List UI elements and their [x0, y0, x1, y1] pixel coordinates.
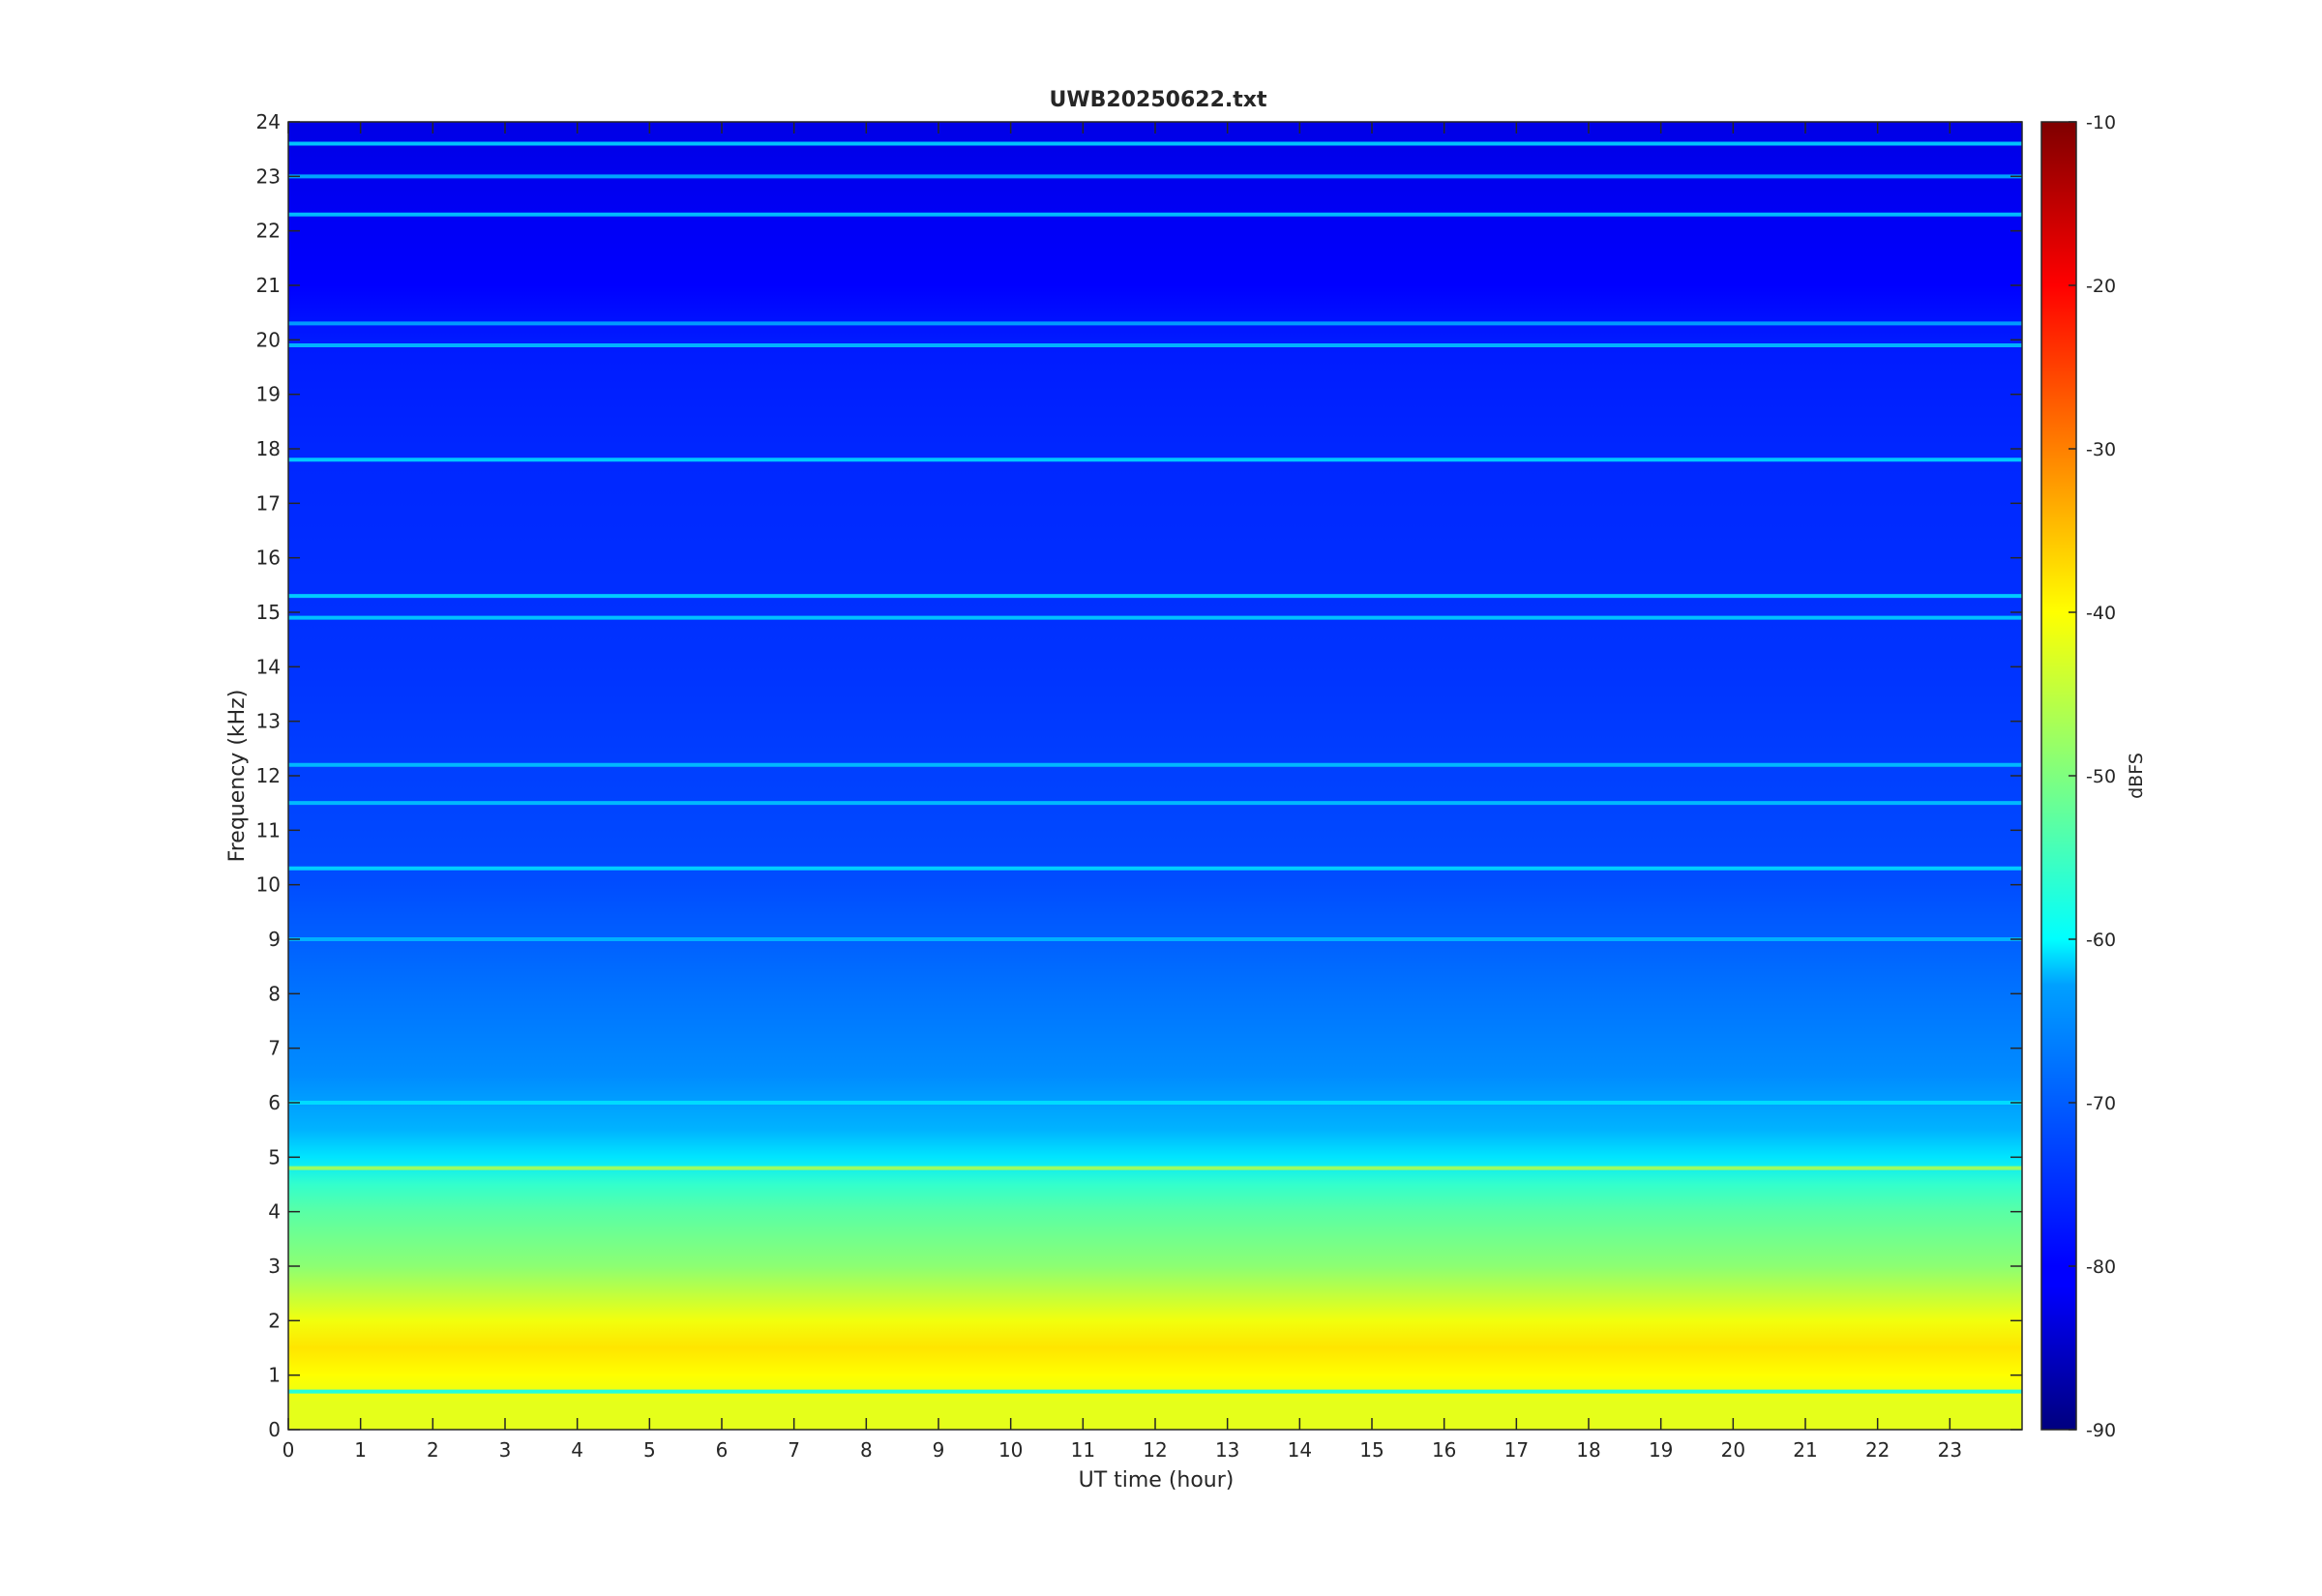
y-tick-label: 22: [256, 220, 281, 243]
x-tick-label: 22: [1865, 1438, 1890, 1462]
y-tick-label: 0: [268, 1418, 281, 1441]
x-tick-label: 9: [933, 1438, 945, 1462]
x-tick-label: 11: [1071, 1438, 1095, 1462]
spectrogram-background: [288, 122, 2022, 1430]
x-tick-label: 5: [643, 1438, 656, 1462]
y-tick-label: 9: [268, 928, 281, 951]
colorbar: -10 -20 -30 -40 -50 -60 -70 -80 -90 dBFS: [2040, 112, 2147, 1441]
y-tick-label: 4: [268, 1200, 281, 1224]
spectral-lines: [288, 141, 2022, 1394]
y-tick-label: 11: [256, 818, 281, 842]
y-tick-label: 18: [256, 437, 281, 460]
x-tick-label: 10: [998, 1438, 1023, 1462]
y-tick-label: 19: [256, 383, 281, 406]
y-tick-label: 16: [256, 547, 281, 570]
x-tick-label: 15: [1359, 1438, 1384, 1462]
y-tick-label: 14: [256, 655, 281, 678]
y-tick-label: 24: [256, 110, 281, 133]
y-tick-label: 3: [268, 1255, 281, 1278]
x-tick-label: 13: [1215, 1438, 1239, 1462]
x-tick-label: 16: [1432, 1438, 1456, 1462]
y-tick-label: 6: [268, 1091, 281, 1114]
x-tick-label: 12: [1143, 1438, 1167, 1462]
colorbar-tick-label: -60: [2086, 930, 2116, 951]
y-tick-label: 20: [256, 328, 281, 351]
colorbar-tick-label: -10: [2086, 112, 2116, 133]
x-tick-label: 7: [788, 1438, 800, 1462]
x-axis-label: UT time (hour): [1079, 1468, 1235, 1493]
y-tick-label: 17: [256, 491, 281, 515]
y-tick-label: 12: [256, 764, 281, 787]
x-tick-label: 2: [427, 1438, 439, 1462]
colorbar-label: dBFS: [2126, 753, 2147, 799]
y-tick-label: 5: [268, 1145, 281, 1168]
y-tick-label: 23: [256, 164, 281, 188]
y-tick-label: 10: [256, 873, 281, 897]
x-tick-label: 17: [1504, 1438, 1529, 1462]
y-tick-label: 13: [256, 710, 281, 733]
y-tick-label: 7: [268, 1037, 281, 1060]
y-tick-label: 2: [268, 1309, 281, 1332]
x-tick-label: 21: [1793, 1438, 1817, 1462]
x-tick-label: 3: [499, 1438, 512, 1462]
x-tick-label: 20: [1721, 1438, 1745, 1462]
y-axis-label: Frequency (kHz): [225, 690, 250, 863]
spectrogram-plot-area: [287, 121, 2023, 1431]
colorbar-ticks: -10 -20 -30 -40 -50 -60 -70 -80 -90: [2069, 112, 2116, 1441]
colorbar-tick-label: -30: [2086, 439, 2116, 460]
x-tick-label: 4: [571, 1438, 583, 1462]
colorbar-tick-label: -40: [2086, 603, 2116, 624]
x-axis: 0 1 2 3 4 5 6 7 8 9 10 11 12 13 14 15 16 17 18 19 20 21 22 23: [283, 122, 1962, 1462]
x-tick-label: 1: [354, 1438, 367, 1462]
y-tick-label: 21: [256, 274, 281, 297]
chart-title: UWB20250622.txt: [1050, 88, 1267, 112]
x-tick-label: 0: [283, 1438, 295, 1462]
x-tick-label: 14: [1288, 1438, 1312, 1462]
colorbar-tick-label: -80: [2086, 1256, 2116, 1278]
y-tick-label: 1: [268, 1364, 281, 1387]
colorbar-tick-label: -20: [2086, 276, 2116, 297]
colorbar-tick-label: -70: [2086, 1093, 2116, 1114]
y-tick-label: 8: [268, 982, 281, 1005]
x-tick-label: 8: [860, 1438, 873, 1462]
colorbar-tick-label: -50: [2086, 766, 2116, 787]
y-tick-label: 15: [256, 601, 281, 624]
colorbar-tick-label: -90: [2086, 1420, 2116, 1441]
x-tick-label: 19: [1649, 1438, 1673, 1462]
x-tick-label: 18: [1576, 1438, 1600, 1462]
x-tick-label: 6: [716, 1438, 729, 1462]
x-tick-label: 23: [1938, 1438, 1962, 1462]
